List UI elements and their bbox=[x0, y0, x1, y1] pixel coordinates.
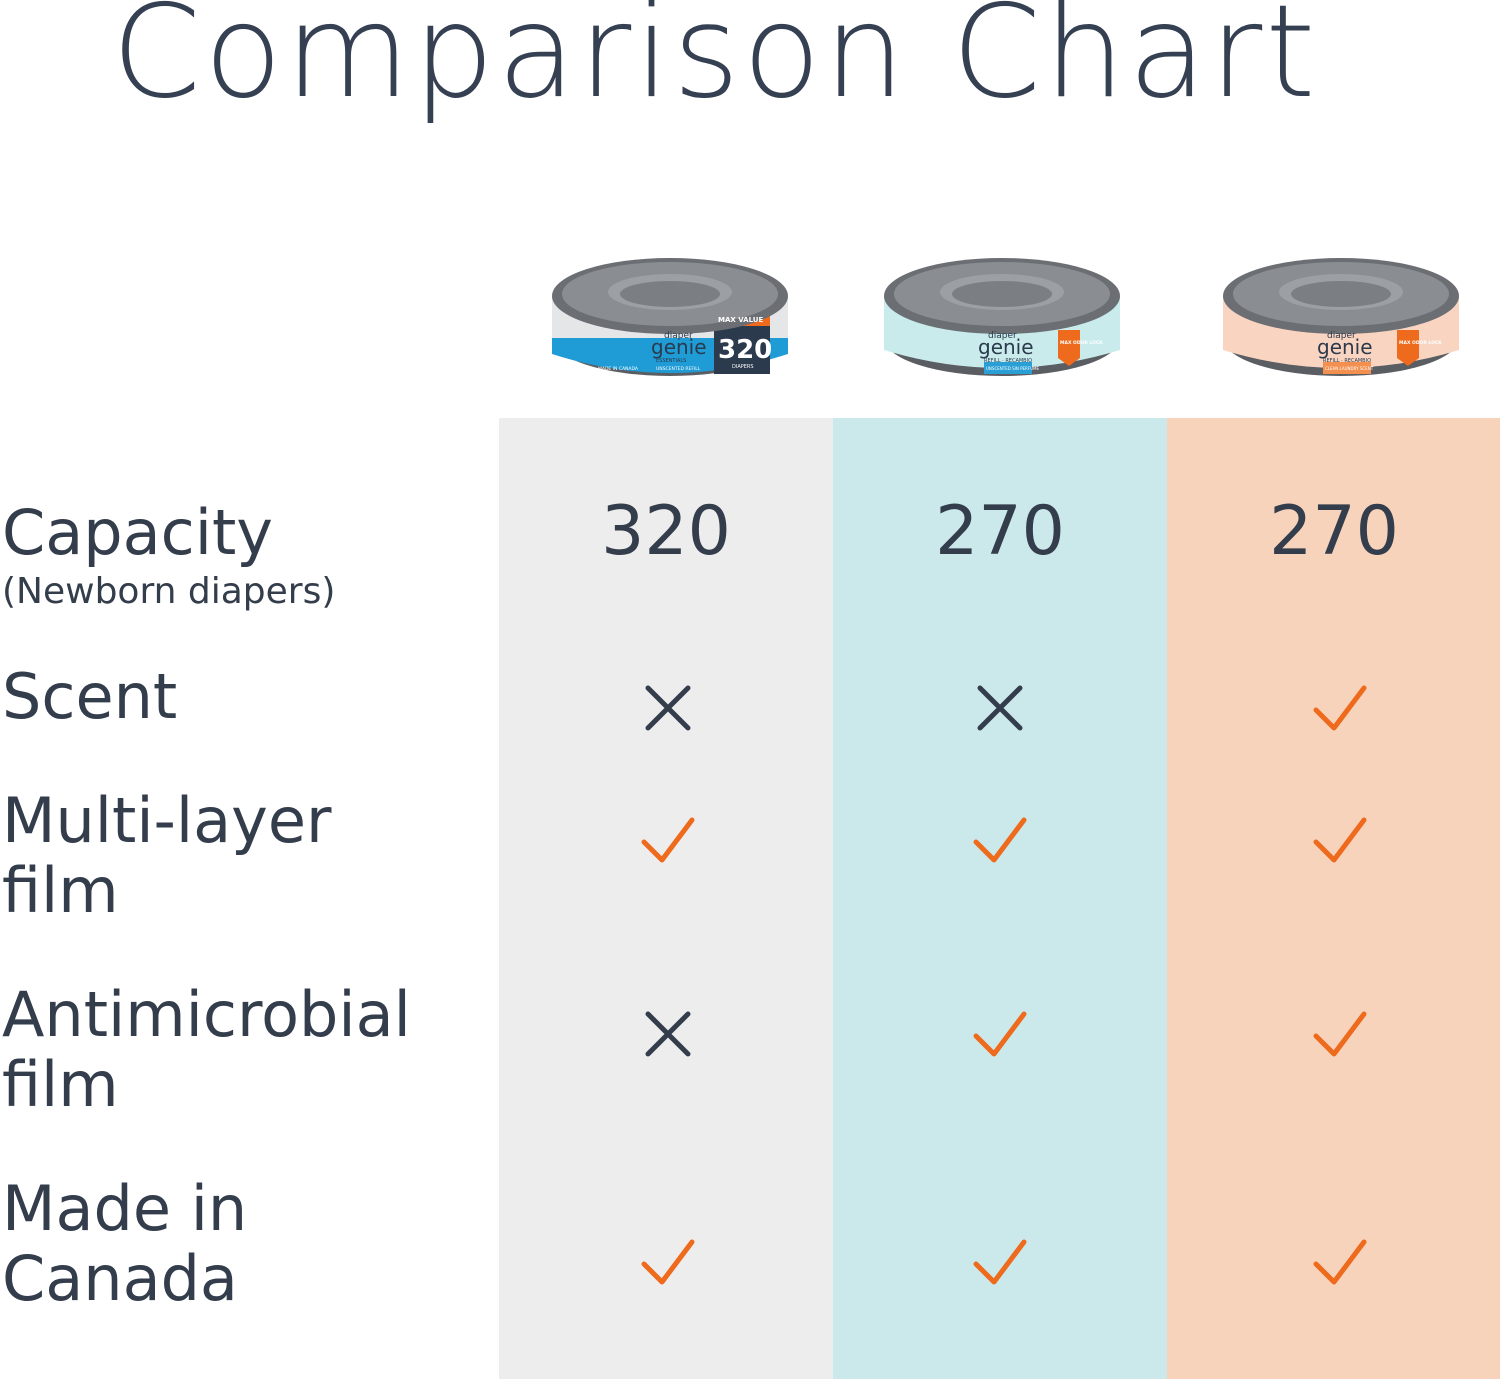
product-1-count-unit: DIAPERS bbox=[732, 364, 754, 370]
product-3-brand-small: diaper bbox=[1327, 331, 1356, 341]
product-2-sub: REFILL · RECAMBIO bbox=[984, 358, 1032, 364]
capacity-value-2: 270 bbox=[935, 492, 1065, 571]
product-1-strip-right: UNSCENTED REFILL bbox=[656, 366, 701, 372]
product-1-count: 320 bbox=[718, 335, 772, 365]
cross-icon-r3-c1 bbox=[645, 1011, 691, 1057]
capacity-value-1: 320 bbox=[601, 492, 731, 571]
check-icon-r4-c2 bbox=[973, 1239, 1027, 1285]
capacity-value-3: 270 bbox=[1269, 492, 1399, 571]
row-label-capacity: Capacity (Newborn diapers) bbox=[2, 498, 335, 616]
check-icon-r1-c3 bbox=[1313, 685, 1367, 731]
product-1-brand-small: diaper bbox=[664, 331, 693, 341]
product-2-brand: genie bbox=[978, 335, 1034, 359]
product-3-badge: MAX ODOR LOCK bbox=[1399, 340, 1442, 346]
product-image-1: diaper genie ESSENTIALS MAX VALUE 320 DI… bbox=[552, 258, 788, 376]
check-icon-r4-c3 bbox=[1313, 1239, 1367, 1285]
product-image-2: diaper genie REFILL · RECAMBIO MAX ODOR … bbox=[884, 258, 1120, 376]
cross-icon-r1-c1 bbox=[645, 685, 691, 731]
product-1-strip-left: MADE IN CANADA bbox=[598, 366, 639, 372]
product-2-strip-right: UNSCENTED SIN PERFUME bbox=[986, 366, 1039, 371]
product-2-badge: MAX ODOR LOCK bbox=[1060, 340, 1103, 346]
product-3-brand: genie bbox=[1317, 335, 1373, 359]
check-icon-r2-c3 bbox=[1313, 817, 1367, 863]
product-image-3: diaper genie REFILL · RECAMBIO MAX ODOR … bbox=[1223, 258, 1459, 376]
row-label-multi-layer-film: Multi-layer film bbox=[2, 784, 332, 927]
row-sublabel-capacity: (Newborn diapers) bbox=[2, 571, 336, 612]
check-icon-r3-c2 bbox=[973, 1011, 1027, 1057]
row-label-capacity-text: Capacity bbox=[2, 496, 273, 569]
row-label-made-in-canada: Made in Canada bbox=[2, 1172, 248, 1315]
column-background-1 bbox=[499, 418, 833, 1379]
check-icon-r2-c2 bbox=[973, 817, 1027, 863]
check-icon-r2-c1 bbox=[641, 817, 695, 863]
column-background-3 bbox=[1167, 418, 1500, 1379]
row-label-antimicrobial-film: Antimicrobial film bbox=[2, 978, 411, 1121]
product-3-strip-right: CLEAN LAUNDRY SCENT bbox=[1325, 366, 1374, 371]
column-background-2 bbox=[833, 418, 1167, 1379]
page-title: Comparison Chart bbox=[111, 0, 1319, 127]
product-1-sub: ESSENTIALS bbox=[656, 358, 686, 364]
cross-icon-r1-c2 bbox=[977, 685, 1023, 731]
product-1-brand: genie bbox=[651, 335, 707, 359]
product-3-sub: REFILL · RECAMBIO bbox=[1323, 358, 1371, 364]
product-2-brand-small: diaper bbox=[988, 331, 1017, 341]
product-1-badge: MAX VALUE bbox=[718, 316, 763, 324]
row-label-scent: Scent bbox=[2, 660, 178, 733]
check-icon-r4-c1 bbox=[641, 1239, 695, 1285]
check-icon-r3-c3 bbox=[1313, 1011, 1367, 1057]
